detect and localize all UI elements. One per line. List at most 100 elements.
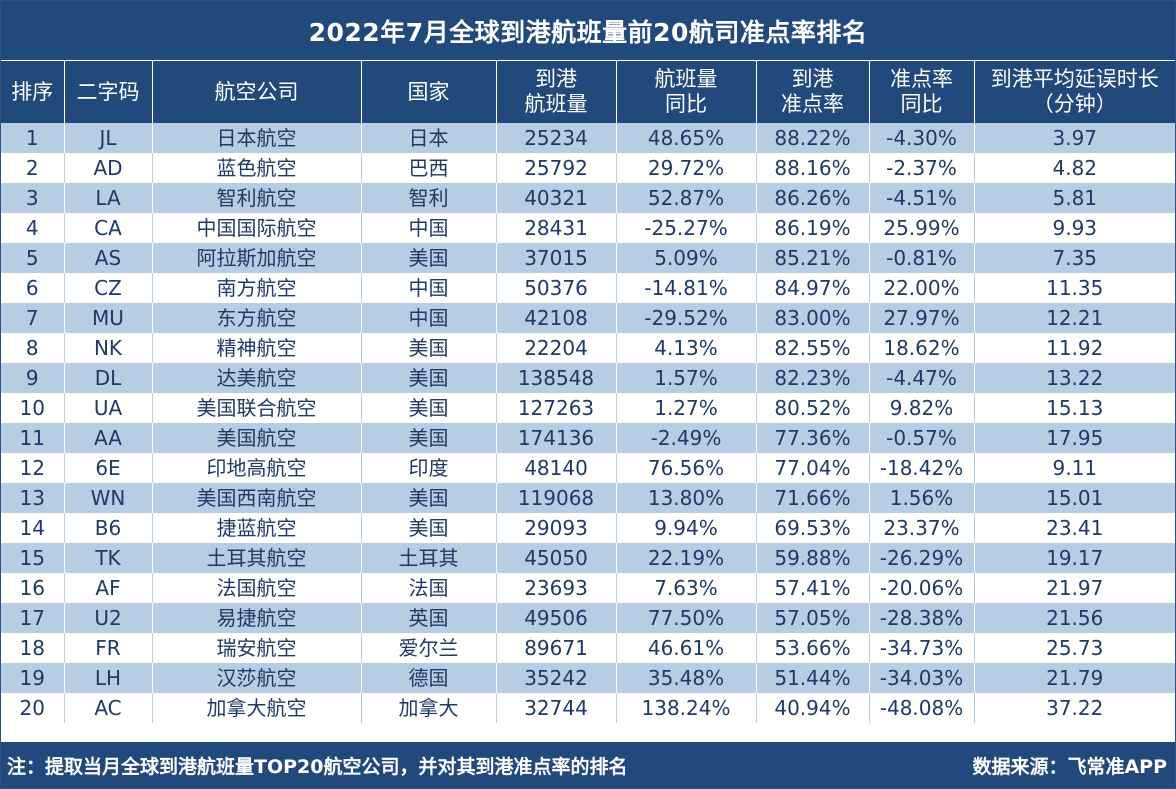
cell-rank: 4 bbox=[1, 213, 64, 243]
cell-code: U2 bbox=[63, 603, 152, 633]
cell-code: AF bbox=[63, 573, 152, 603]
cell-on-time-rate: 86.19% bbox=[755, 213, 869, 243]
cell-avg-delay: 12.21 bbox=[973, 303, 1175, 333]
cell-on-time-rate: 57.41% bbox=[755, 573, 869, 603]
cell-airline: 捷蓝航空 bbox=[151, 513, 361, 543]
header-arrivals-line: 航班量 bbox=[524, 92, 588, 116]
cell-rank: 18 bbox=[1, 633, 64, 663]
header-country-line: 国家 bbox=[407, 79, 450, 104]
cell-arrivals-yoy: 7.63% bbox=[615, 573, 756, 603]
cell-airline: 阿拉斯加航空 bbox=[151, 243, 361, 273]
cell-airline: 精神航空 bbox=[151, 333, 361, 363]
table-title: 2022年7月全球到港航班量前20航司准点率排名 bbox=[1, 1, 1175, 60]
cell-arrivals-yoy: 46.61% bbox=[615, 633, 756, 663]
cell-airline: 瑞安航空 bbox=[151, 633, 361, 663]
cell-avg-delay: 15.13 bbox=[973, 393, 1175, 423]
cell-rank: 19 bbox=[1, 663, 64, 693]
cell-avg-delay: 23.41 bbox=[973, 513, 1175, 543]
cell-airline: 日本航空 bbox=[151, 123, 361, 153]
cell-rank: 13 bbox=[1, 483, 64, 513]
cell-country: 中国 bbox=[360, 303, 496, 333]
cell-rank: 11 bbox=[1, 423, 64, 453]
header-arrivals-yoy-label: 航班量同比 bbox=[654, 67, 718, 116]
cell-on-time-yoy: -2.37% bbox=[868, 153, 974, 183]
cell-avg-delay: 13.22 bbox=[973, 363, 1175, 393]
table-row: 3 LA 智利航空 智利 40321 52.87% 86.26% -4.51% 5.81 bbox=[1, 183, 1175, 213]
cell-arrivals-yoy: 138.24% bbox=[615, 693, 756, 723]
cell-airline: 蓝色航空 bbox=[151, 153, 361, 183]
cell-on-time-rate: 84.97% bbox=[755, 273, 869, 303]
header-on-time-yoy: 准点率同比 bbox=[868, 60, 974, 123]
cell-on-time-rate: 88.22% bbox=[755, 123, 869, 153]
cell-code: TK bbox=[63, 543, 152, 573]
cell-arrivals: 48140 bbox=[495, 453, 616, 483]
cell-country: 德国 bbox=[360, 663, 496, 693]
cell-airline: 易捷航空 bbox=[151, 603, 361, 633]
cell-on-time-rate: 85.21% bbox=[755, 243, 869, 273]
table-row: 18 FR 瑞安航空 爱尔兰 89671 46.61% 53.66% -34.73% 25.73 bbox=[1, 633, 1175, 663]
cell-avg-delay: 11.35 bbox=[973, 273, 1175, 303]
cell-rank: 20 bbox=[1, 693, 64, 723]
table-row: 15 TK 土耳其航空 土耳其 45050 22.19% 59.88% -26.29% 19.1… bbox=[1, 543, 1175, 573]
data-source: 数据来源：飞常准APP bbox=[972, 755, 1167, 778]
header-rank: 排序 bbox=[1, 60, 64, 123]
cell-airline: 美国航空 bbox=[151, 423, 361, 453]
cell-arrivals-yoy: 1.57% bbox=[615, 363, 756, 393]
cell-rank: 1 bbox=[1, 123, 64, 153]
table-row: 6 CZ 南方航空 中国 50376 -14.81% 84.97% 22.00% 11.35 bbox=[1, 273, 1175, 303]
cell-avg-delay: 21.97 bbox=[973, 573, 1175, 603]
cell-rank: 3 bbox=[1, 183, 64, 213]
cell-code: NK bbox=[63, 333, 152, 363]
table-row: 10 UA 美国联合航空 美国 127263 1.27% 80.52% 9.82% 15.13 bbox=[1, 393, 1175, 423]
cell-on-time-yoy: -0.57% bbox=[868, 423, 974, 453]
cell-on-time-rate: 80.52% bbox=[755, 393, 869, 423]
cell-arrivals-yoy: 9.94% bbox=[615, 513, 756, 543]
cell-code: MU bbox=[63, 303, 152, 333]
cell-on-time-rate: 40.94% bbox=[755, 693, 869, 723]
cell-country: 美国 bbox=[360, 423, 496, 453]
cell-airline: 印地高航空 bbox=[151, 453, 361, 483]
cell-arrivals-yoy: 48.65% bbox=[615, 123, 756, 153]
cell-arrivals-yoy: -14.81% bbox=[615, 273, 756, 303]
cell-rank: 12 bbox=[1, 453, 64, 483]
cell-arrivals: 174136 bbox=[495, 423, 616, 453]
table-row: 17 U2 易捷航空 英国 49506 77.50% 57.05% -28.38% 21.56 bbox=[1, 603, 1175, 633]
cell-arrivals: 25234 bbox=[495, 123, 616, 153]
cell-arrivals: 138548 bbox=[495, 363, 616, 393]
header-airline: 航空公司 bbox=[151, 60, 361, 123]
cell-avg-delay: 19.17 bbox=[973, 543, 1175, 573]
cell-avg-delay: 17.95 bbox=[973, 423, 1175, 453]
table-row: 14 B6 捷蓝航空 美国 29093 9.94% 69.53% 23.37% 23.41 bbox=[1, 513, 1175, 543]
cell-country: 美国 bbox=[360, 363, 496, 393]
cell-avg-delay: 4.82 bbox=[973, 153, 1175, 183]
cell-code: WN bbox=[63, 483, 152, 513]
table-body: 1 JL 日本航空 日本 25234 48.65% 88.22% -4.30% 3.97 2 AD 蓝… bbox=[1, 123, 1175, 723]
cell-arrivals-yoy: 35.48% bbox=[615, 663, 756, 693]
header-on-time-rate-line: 准点率 bbox=[781, 92, 844, 116]
cell-on-time-yoy: -34.73% bbox=[868, 633, 974, 663]
header-airline-line: 航空公司 bbox=[214, 79, 299, 104]
table-row: 19 LH 汉莎航空 德国 35242 35.48% 51.44% -34.03% 21.79 bbox=[1, 663, 1175, 693]
cell-arrivals-yoy: 4.13% bbox=[615, 333, 756, 363]
cell-airline: 法国航空 bbox=[151, 573, 361, 603]
cell-on-time-rate: 71.66% bbox=[755, 483, 869, 513]
cell-country: 法国 bbox=[360, 573, 496, 603]
cell-on-time-yoy: -20.06% bbox=[868, 573, 974, 603]
cell-country: 英国 bbox=[360, 603, 496, 633]
header-arrivals: 到港 航班量 bbox=[495, 60, 616, 123]
cell-country: 加拿大 bbox=[360, 693, 496, 723]
cell-arrivals: 32744 bbox=[495, 693, 616, 723]
cell-on-time-yoy: 23.37% bbox=[868, 513, 974, 543]
cell-on-time-rate: 57.05% bbox=[755, 603, 869, 633]
cell-country: 智利 bbox=[360, 183, 496, 213]
cell-arrivals-yoy: -2.49% bbox=[615, 423, 756, 453]
cell-avg-delay: 5.81 bbox=[973, 183, 1175, 213]
cell-avg-delay: 3.97 bbox=[973, 123, 1175, 153]
cell-arrivals-yoy: 5.09% bbox=[615, 243, 756, 273]
cell-on-time-rate: 88.16% bbox=[755, 153, 869, 183]
header-arrivals-line: 到港 bbox=[535, 67, 577, 91]
cell-on-time-yoy: 9.82% bbox=[868, 393, 974, 423]
cell-rank: 10 bbox=[1, 393, 64, 423]
cell-code: LH bbox=[63, 663, 152, 693]
cell-airline: 土耳其航空 bbox=[151, 543, 361, 573]
